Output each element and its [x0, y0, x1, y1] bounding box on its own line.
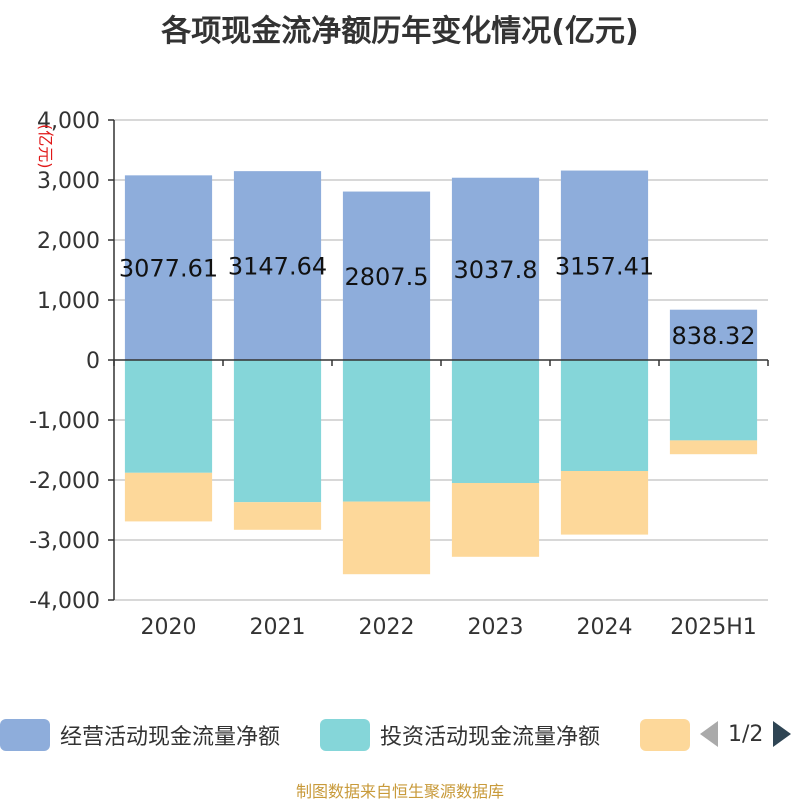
x-tick-label: 2020	[141, 615, 197, 640]
y-tick-label: 0	[86, 349, 100, 374]
bar-investing[interactable]	[560, 360, 649, 471]
y-unit-label: (亿元)	[36, 124, 55, 169]
bar-operating[interactable]	[233, 171, 322, 360]
pager-indicator: 1/2	[728, 721, 764, 747]
bar-investing[interactable]	[124, 360, 213, 473]
bar-financing[interactable]	[124, 472, 213, 522]
legend-label-operating: 经营活动现金流量净额	[60, 725, 281, 750]
y-tick-label: -3,000	[29, 529, 100, 554]
pager-next-arrow-icon[interactable]	[773, 721, 792, 747]
legend: 经营活动现金流量净额 投资活动现金流量净额	[0, 716, 800, 756]
bar-investing[interactable]	[342, 360, 431, 502]
bar-operating[interactable]	[451, 177, 540, 360]
cash-flow-chart: 4,000 3,000 2,000 1,000 0 -1,000 -2,000 -3,000 -…	[29, 109, 769, 640]
axes	[108, 119, 769, 601]
source-note: 制图数据来自恒生聚源数据库	[295, 782, 504, 801]
y-tick-label: 1,000	[37, 289, 100, 314]
legend-pager: 1/2	[700, 716, 792, 752]
y-tick-label: -2,000	[29, 469, 100, 494]
data-label: 3157.41	[555, 252, 654, 280]
legend-label-investing: 投资活动现金流量净额	[380, 725, 601, 750]
y-tick-label: 3,000	[37, 169, 100, 194]
bar-investing[interactable]	[451, 360, 540, 483]
labels: 4,000 3,000 2,000 1,000 0 -1,000 -2,000 -3,000 -…	[29, 109, 757, 640]
data-label: 3037.8	[454, 256, 538, 284]
bar-investing[interactable]	[669, 360, 758, 441]
data-label: 3147.64	[228, 253, 327, 281]
bars	[124, 170, 758, 575]
y-tick-label: 2,000	[37, 229, 100, 254]
legend-swatch-operating	[0, 719, 50, 751]
legend-item-operating[interactable]: 经营活动现金流量净额	[0, 718, 280, 752]
bar-financing[interactable]	[342, 501, 431, 575]
data-label: 3077.61	[119, 255, 218, 283]
pager-prev-arrow-icon[interactable]	[700, 721, 718, 747]
bar-operating[interactable]	[560, 170, 649, 360]
legend-item-financing[interactable]	[640, 718, 690, 752]
x-tick-label: 2021	[250, 615, 306, 640]
grid-lines	[114, 119, 768, 601]
y-tick-label: -1,000	[29, 409, 100, 434]
bar-investing[interactable]	[233, 360, 322, 503]
x-tick-label: 2023	[468, 615, 524, 640]
y-tick-label: -4,000	[29, 589, 100, 614]
legend-swatch-investing	[320, 719, 370, 751]
bar-financing[interactable]	[669, 440, 758, 455]
legend-item-investing[interactable]: 投资活动现金流量净额	[320, 718, 600, 752]
data-label: 838.32	[672, 322, 756, 350]
bar-operating[interactable]	[342, 191, 431, 360]
bar-operating[interactable]	[669, 309, 758, 360]
y-tick-label: 4,000	[37, 109, 100, 134]
bar-financing[interactable]	[233, 502, 322, 530]
x-tick-label: 2025H1	[670, 615, 757, 640]
bar-financing[interactable]	[560, 471, 649, 535]
data-label: 2807.5	[345, 263, 429, 291]
x-tick-label: 2022	[359, 615, 415, 640]
bar-financing[interactable]	[451, 483, 540, 557]
bar-operating[interactable]	[124, 175, 213, 360]
chart-title: 各项现金流净额历年变化情况(亿元)	[161, 14, 639, 49]
x-tick-label: 2024	[577, 615, 633, 640]
legend-swatch-financing	[640, 719, 690, 751]
